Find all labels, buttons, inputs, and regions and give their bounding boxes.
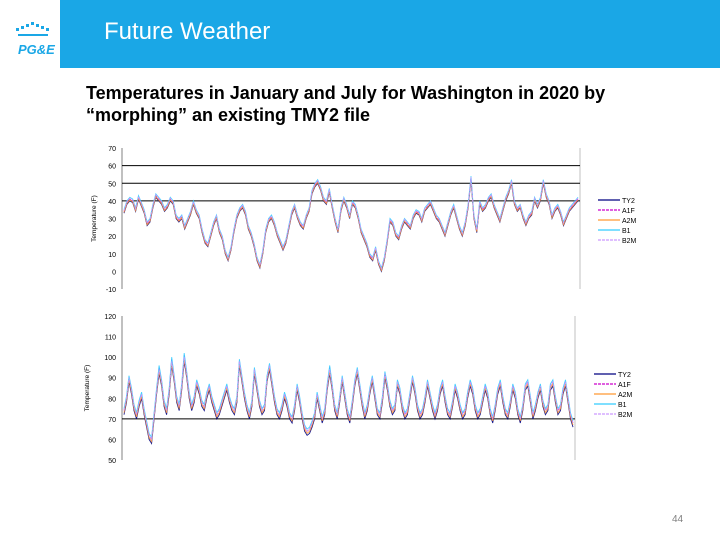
series-line-1-b1 [123,352,574,439]
y-tick-label-0-0: 70 [108,146,116,153]
y-axis-label-0: Temperature (F) [91,195,98,242]
series-line-0-b2m [123,177,579,271]
legend-label-0-3: B1 [622,228,631,235]
legend-label-0-4: B2M [622,238,637,245]
y-tick-label-1-3: 90 [108,376,116,383]
y-tick-label-0-6: 10 [108,252,116,259]
y-axis-label-1: Temperature (F) [84,365,91,412]
y-tick-label-0-5: 20 [108,234,116,241]
y-tick-label-1-5: 70 [108,417,116,424]
logo-text: PG&E [18,42,55,57]
series-line-0-ty2 [123,179,579,273]
y-tick-label-0-8: -10 [106,287,116,294]
logo-area: PG&E [0,0,60,68]
y-tick-label-1-6: 60 [108,437,116,444]
legend-label-0-0: TY2 [622,198,635,205]
slide-header: PG&E Future Weather [0,0,720,68]
y-tick-label-1-4: 80 [108,396,116,403]
legend-label-1-3: B1 [618,402,627,409]
series-line-1-ty2 [123,361,574,445]
y-tick-label-0-4: 30 [108,217,116,224]
y-tick-label-1-2: 100 [104,355,116,362]
slide-subtitle: Temperatures in January and July for Was… [86,83,606,125]
title-band [60,0,720,68]
y-tick-label-1-1: 110 [105,335,116,342]
legend-label-1-4: B2M [618,412,633,419]
series-line-0-a2m [123,178,579,272]
series-line-1-a2m [123,359,574,443]
legend-label-0-1: A1F [622,208,635,215]
legend-label-1-0: TY2 [618,372,631,379]
y-tick-label-1-0: 120 [104,314,116,321]
series-line-0-a1f [123,177,579,271]
series-line-1-a1f [123,355,574,441]
pge-logo-icon [14,22,54,66]
page-number: 44 [672,514,684,525]
y-tick-label-0-2: 50 [108,181,116,188]
legend-label-1-2: A2M [618,392,633,399]
legend-label-1-1: A1F [618,382,631,389]
series-line-1-b2m [123,357,574,441]
y-tick-label-0-1: 60 [108,164,116,171]
y-tick-label-0-7: 0 [112,269,116,276]
y-tick-label-0-3: 40 [108,199,116,206]
legend-label-0-2: A2M [622,218,637,225]
slide-title: Future Weather [104,18,271,45]
y-tick-label-1-7: 50 [108,458,116,465]
